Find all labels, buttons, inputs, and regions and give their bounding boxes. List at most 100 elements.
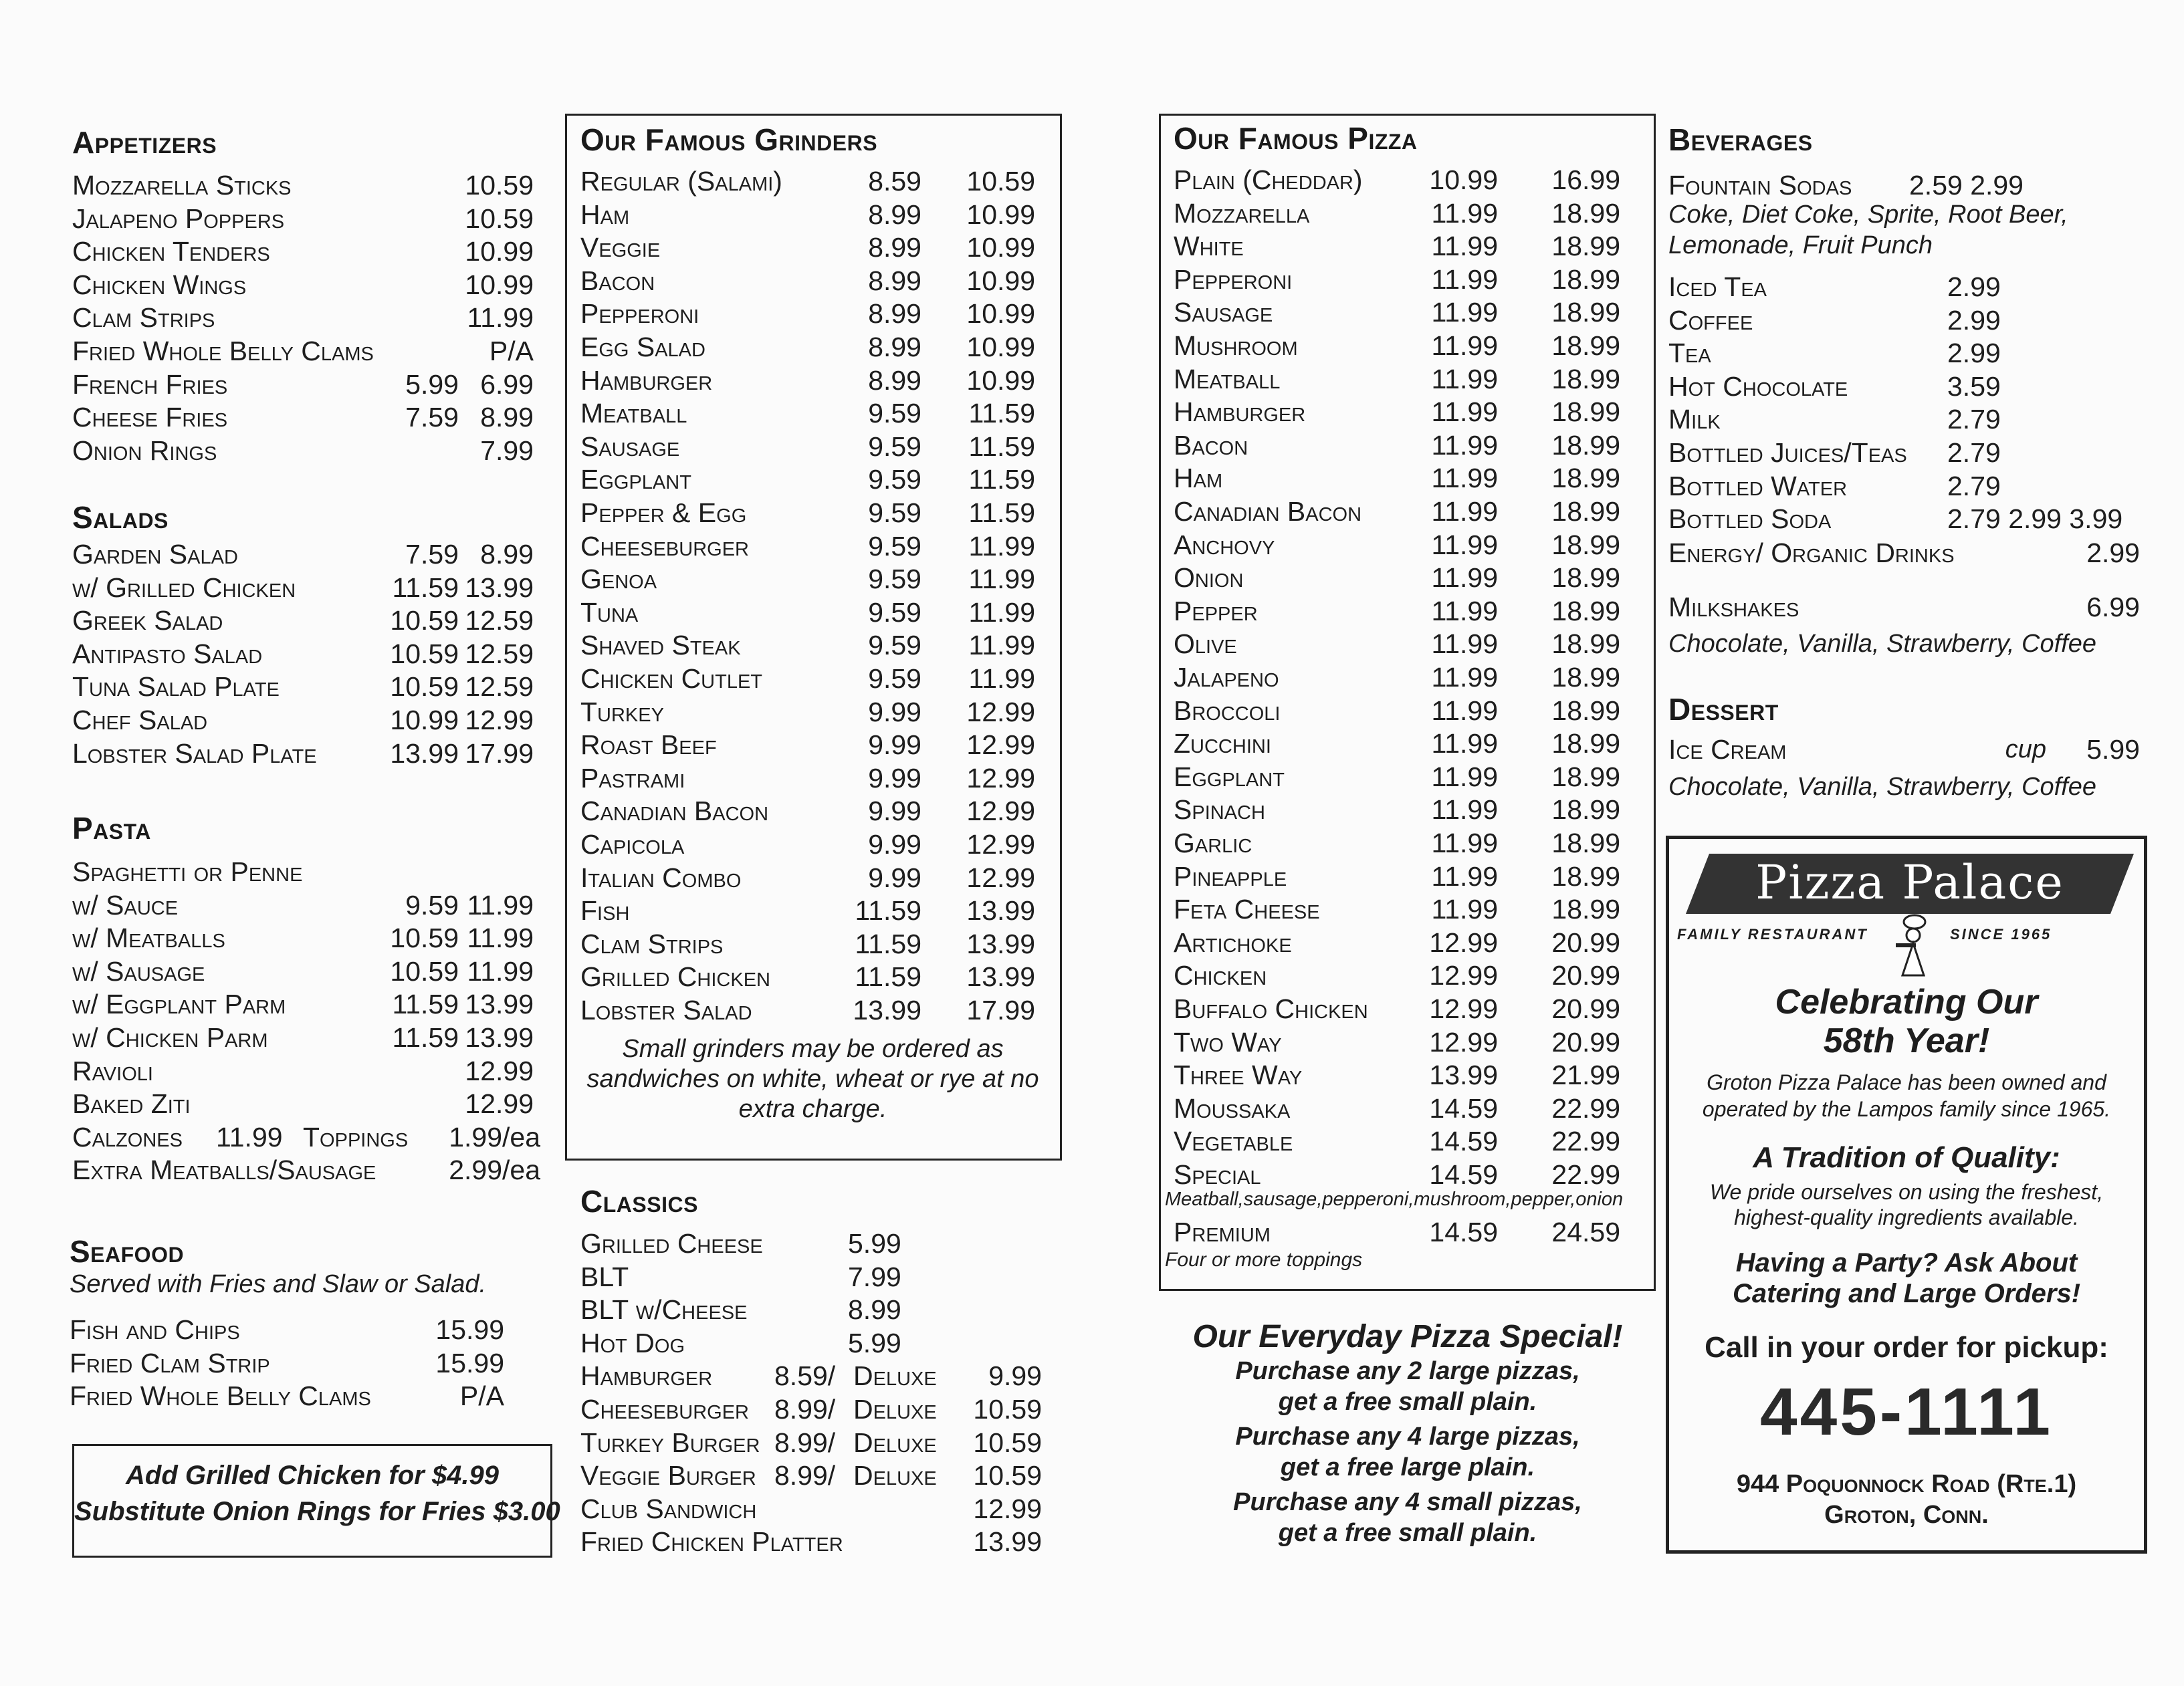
deluxe-price: 12.99 — [973, 1493, 1042, 1524]
small-price: 12.99 — [1429, 993, 1498, 1024]
premium-large-price: 24.59 — [1551, 1217, 1620, 1247]
large-price: 18.99 — [1551, 396, 1620, 428]
phone-number[interactable]: 445-1111 — [1759, 1374, 2054, 1449]
price: 8.99/ — [774, 1460, 836, 1491]
item-name: Hamburger — [1174, 396, 1306, 428]
menu-item-row: Fish and Chips 15.99 — [70, 1313, 504, 1346]
large-price: 20.99 — [1551, 1026, 1620, 1058]
large-price: 18.99 — [1551, 297, 1620, 328]
item-name: Turkey Burger — [580, 1427, 760, 1458]
menu-item-row: Tea 2.99 — [1668, 336, 2140, 370]
deluxe-price: 10.59 — [973, 1460, 1042, 1491]
item-name: Canadian Bacon — [580, 796, 769, 827]
price: 13.99 — [465, 572, 534, 603]
item-name: Tuna — [580, 596, 639, 628]
menu-item-row: Hamburger 8.59/Deluxe 9.99 — [580, 1359, 1042, 1393]
price: 6.99 — [480, 368, 534, 400]
menu-item-row: Club Sandwich 12.99 — [580, 1492, 1042, 1526]
menu-item-row: Hot Chocolate 3.59 — [1668, 370, 2140, 403]
item-name: Garden Salad — [72, 539, 238, 570]
menu-item-row: Moussaka 14.59 22.99 — [1174, 1092, 1620, 1125]
item-name: BLT — [580, 1261, 629, 1292]
premium-note: Four or more toppings — [1165, 1249, 1363, 1271]
small-price: 5.99 — [405, 368, 459, 400]
item-name: Baked Ziti — [72, 1088, 191, 1120]
item-name: Artichoke — [1174, 927, 1292, 958]
party-line-2: Catering and Large Orders! — [1732, 1279, 2081, 1308]
large-price: 10.99 — [966, 265, 1035, 296]
price: 7.99 — [848, 1261, 901, 1292]
deluxe-price: 9.99 — [988, 1360, 1042, 1392]
tagline-left: Family Restaurant — [1677, 926, 1868, 943]
pizza-special-line: get a free large plain. — [1280, 1453, 1535, 1481]
item-name: Olive — [1174, 628, 1237, 660]
menu-item-row: Eggplant 9.59 11.59 — [580, 463, 1042, 496]
large-price: 20.99 — [1551, 960, 1620, 991]
small-price: 11.99 — [1431, 695, 1498, 726]
addons-line-2: Substitute Onion Rings for Fries $3.00 — [74, 1497, 560, 1526]
menu-item-row: Spaghetti or Penne — [72, 855, 534, 888]
large-price: 18.99 — [1551, 429, 1620, 461]
menu-item-row: w/ Chicken Parm 11.59 13.99 — [72, 1021, 534, 1054]
item-name: Veggie — [580, 232, 661, 263]
menu-item-row: Hamburger 11.99 18.99 — [1174, 395, 1620, 429]
large-price: 18.99 — [1551, 728, 1620, 759]
item-name: Pineapple — [1174, 860, 1287, 892]
menu-item-row: Special 14.59 22.99 — [1174, 1158, 1620, 1191]
item-name: Buffalo Chicken — [1174, 993, 1368, 1024]
large-price: 10.99 — [966, 232, 1035, 263]
menu-item-row: Mozzarella 11.99 18.99 — [1174, 197, 1620, 230]
menu-item-row: Pastrami 9.99 12.99 — [580, 761, 1042, 795]
small-price: 11.99 — [1431, 231, 1498, 262]
pizza-box — [1159, 114, 1656, 1291]
small-price: 11.99 — [1431, 860, 1498, 892]
small-price: 11.99 — [1431, 297, 1498, 328]
seafood-subtitle: Served with Fries and Slaw or Salad. — [70, 1270, 487, 1298]
menu-item-row: BLT w/Cheese 8.99 — [580, 1293, 1042, 1326]
large-price: 18.99 — [1551, 860, 1620, 892]
small-price: 10.59 — [390, 638, 459, 669]
small-price: 11.99 — [1431, 662, 1498, 693]
menu-item-row: Onion Rings 7.99 — [72, 434, 534, 467]
price: 2.79 — [1947, 437, 2001, 468]
price: 10.99 — [465, 236, 534, 267]
premium-name: Premium — [1174, 1217, 1271, 1247]
item-name: Chicken Tenders — [72, 236, 270, 267]
price: 15.99 — [435, 1347, 504, 1378]
large-price: 10.99 — [966, 298, 1035, 330]
large-price: 18.99 — [1551, 263, 1620, 295]
item-name: Bottled Water — [1668, 470, 1848, 501]
menu-item-row: Bacon 11.99 18.99 — [1174, 429, 1620, 462]
menu-item-row: Garden Salad 7.59 8.99 — [72, 537, 534, 571]
menu-item-row: Bottled Water 2.79 — [1668, 469, 2140, 503]
price: 11.99 — [467, 889, 534, 921]
small-price: 10.59 — [390, 671, 459, 703]
item-name: Meatball — [1174, 363, 1281, 394]
large-price: 10.99 — [966, 332, 1035, 362]
item-name: Pastrami — [580, 762, 685, 794]
large-price: 12.99 — [966, 729, 1035, 761]
price: 11.99 — [467, 302, 534, 334]
price: 7.99 — [480, 435, 534, 466]
large-price: 11.99 — [968, 530, 1035, 562]
item-name: Fish and Chips — [70, 1314, 240, 1345]
item-name: Feta Cheese — [1174, 894, 1320, 925]
menu-item-row: French Fries 5.99 6.99 — [72, 368, 534, 401]
small-price: 11.59 — [392, 572, 459, 603]
extra-name: Extra Meatballs/Sausage — [72, 1155, 376, 1185]
large-price: 20.99 — [1551, 993, 1620, 1024]
item-name: Genoa — [580, 564, 657, 595]
menu-item-row: White 11.99 18.99 — [1174, 229, 1620, 263]
tradition-line-1: We pride ourselves on using the freshest… — [1709, 1180, 2104, 1204]
small-price: 12.99 — [1429, 927, 1498, 958]
large-price: 18.99 — [1551, 562, 1620, 594]
price: 2.99 — [1947, 338, 2001, 369]
price: 12.99 — [465, 705, 534, 735]
large-price: 18.99 — [1551, 496, 1620, 527]
price: 8.99 — [848, 1294, 901, 1326]
price: 13.99 — [465, 989, 534, 1020]
pizza-special-line: get a free small plain. — [1278, 1519, 1537, 1547]
menu-item-row: Antipasto Salad 10.59 12.59 — [72, 637, 534, 671]
price: P/A — [489, 336, 534, 366]
large-price: 18.99 — [1551, 695, 1620, 726]
